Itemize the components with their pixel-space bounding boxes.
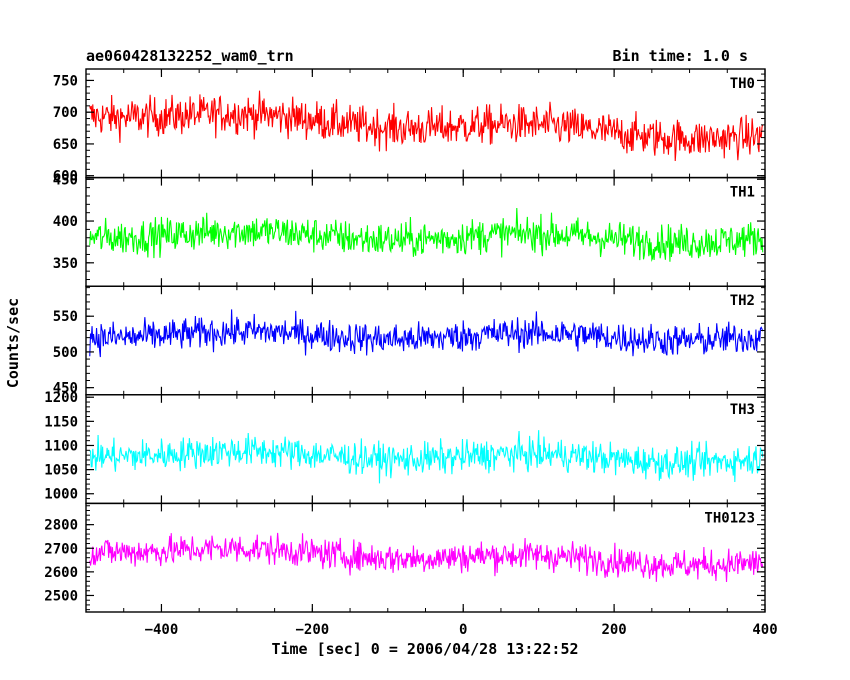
panel-label-th0: TH0: [730, 76, 755, 92]
y-tick-label: 450: [53, 381, 78, 397]
x-tick-label: 0: [459, 622, 467, 638]
y-tick-label: 2500: [44, 588, 78, 604]
y-tick-label: 500: [53, 345, 78, 361]
y-tick-label: 600: [53, 169, 78, 185]
y-tick-label: 650: [53, 137, 78, 153]
y-tick-label: 1200: [44, 390, 78, 406]
y-tick-label: 1100: [44, 438, 78, 454]
y-tick-label: 450: [53, 172, 78, 188]
bin-time-label: Bin time: 1.0 s: [613, 47, 748, 65]
y-tick-label: 700: [53, 105, 78, 121]
y-tick-label: 2600: [44, 565, 78, 581]
panel-label-th0123: TH0123: [704, 510, 755, 526]
y-tick-label: 400: [53, 214, 78, 230]
y-tick-label: 350: [53, 256, 78, 272]
series-th1-line: [89, 207, 764, 263]
series-th2-line: [89, 309, 764, 358]
panel-frame-th0123: [85, 502, 766, 613]
series-th0123-line: [89, 532, 764, 583]
y-tick-label: 1050: [44, 463, 78, 479]
panel-label-th2: TH2: [730, 293, 755, 309]
panels-group: 600 650 700 750 TH0 350 400 450 TH1 450 500 550 TH2 1…: [44, 68, 766, 613]
y-tick-label: 750: [53, 73, 78, 89]
y-tick-label: 2800: [44, 518, 78, 534]
x-axis-label: Time [sec] 0 = 2006/04/28 13:22:52: [271, 640, 578, 658]
series-th0-line: [89, 90, 764, 162]
x-tick-label: 200: [601, 622, 626, 638]
panel-label-th1: TH1: [730, 185, 755, 201]
chart-title: ae060428132252_wam0_trn: [86, 47, 294, 65]
y-axis-label: Counts/sec: [4, 298, 22, 388]
x-axis: −400 −200 0 200 400: [145, 622, 778, 638]
y-tick-label: 1150: [44, 414, 78, 430]
y-tick-label: 1000: [44, 487, 78, 503]
x-tick-label: −200: [295, 622, 329, 638]
x-tick-label: −400: [145, 622, 179, 638]
panel-label-th3: TH3: [730, 402, 755, 418]
x-tick-label: 400: [752, 622, 777, 638]
y-tick-label: 550: [53, 309, 78, 325]
y-tick-label: 2700: [44, 541, 78, 557]
series-th3-line: [89, 430, 764, 484]
